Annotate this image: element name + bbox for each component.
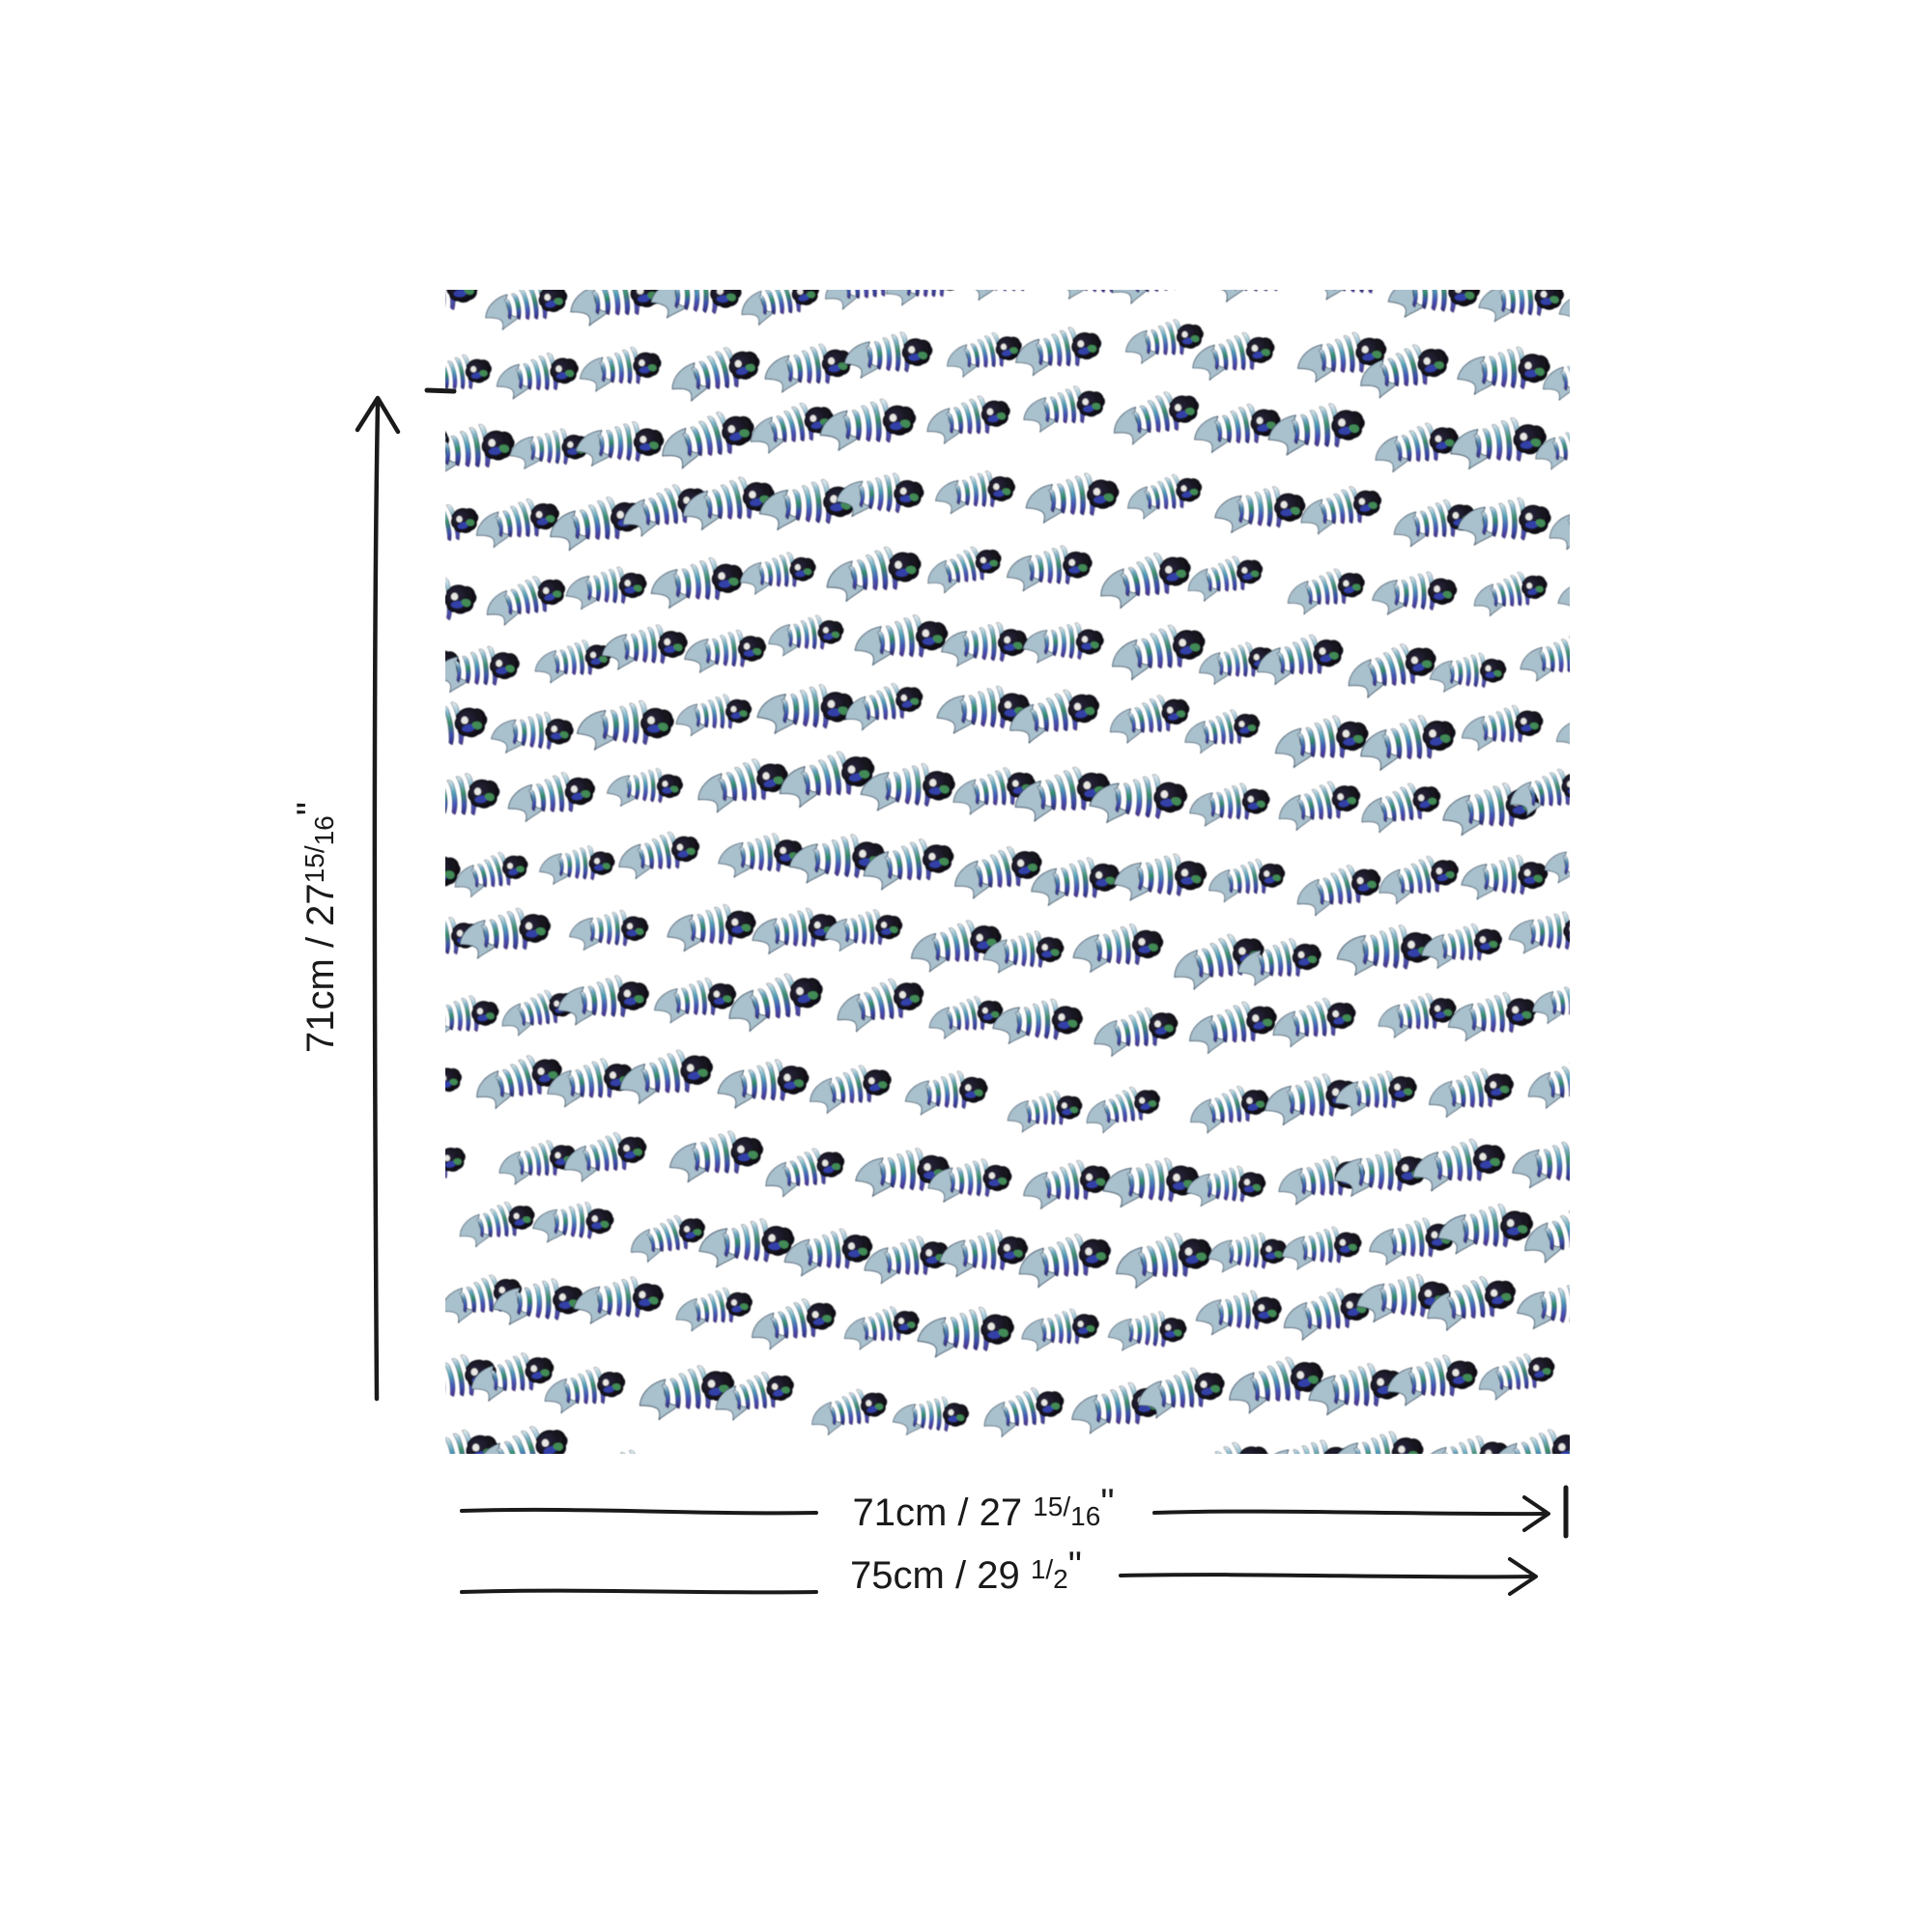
svg-text:71cm / 2715/16": 71cm / 2715/16" <box>290 802 342 1053</box>
svg-text:75cm / 29 1/2": 75cm / 29 1/2" <box>850 1545 1082 1597</box>
svg-text:71cm / 27 15/16": 71cm / 27 15/16" <box>852 1482 1114 1534</box>
